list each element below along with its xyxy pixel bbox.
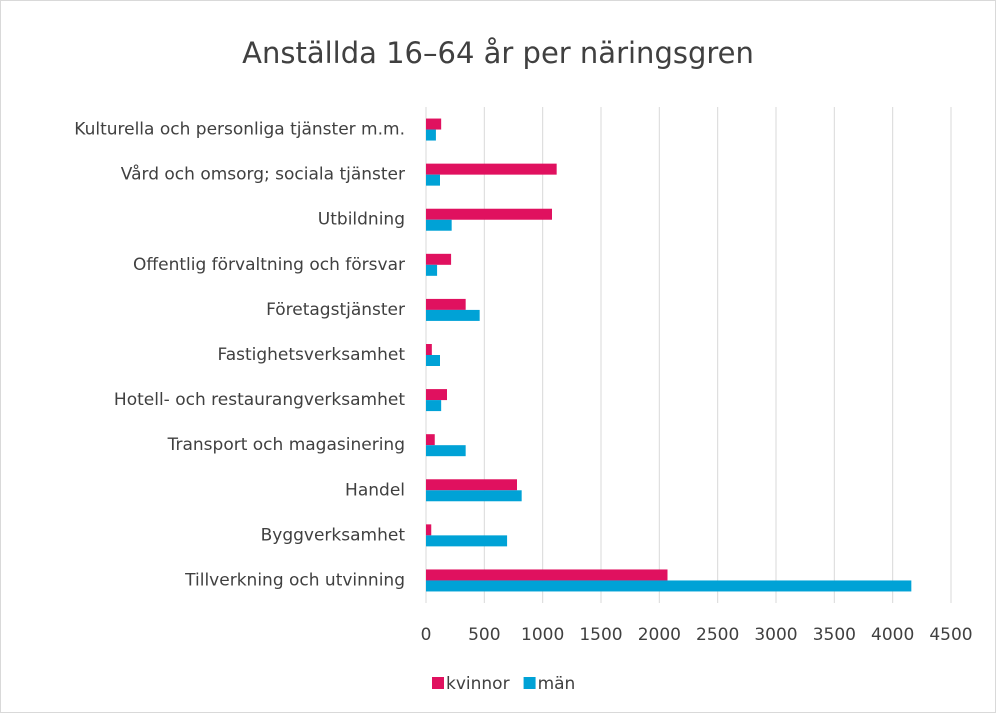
x-tick-label: 500 xyxy=(468,625,500,645)
x-tick-label: 2500 xyxy=(696,625,739,645)
bar xyxy=(426,479,517,491)
y-tick-label: Vård och omsorg; sociala tjänster xyxy=(121,164,405,185)
bar xyxy=(426,129,436,141)
x-tick-label: 1500 xyxy=(579,625,622,645)
y-tick-label: Företagstjänster xyxy=(266,300,405,320)
bar xyxy=(426,298,466,310)
y-tick-label: Fastighetsverksamhet xyxy=(217,345,405,365)
bar xyxy=(426,174,440,186)
bar xyxy=(426,445,466,457)
y-tick-label: Offentlig förvaltning och försvar xyxy=(133,255,405,275)
y-tick-label: Tillverkning och utvinning xyxy=(184,570,405,590)
x-tick-label: 4000 xyxy=(871,625,914,645)
bar xyxy=(426,400,442,412)
y-tick-label: Byggverksamhet xyxy=(261,525,406,545)
x-tick-label: 3000 xyxy=(754,625,797,645)
y-tick-label: Utbildning xyxy=(318,210,405,230)
y-tick-label: Hotell- och restaurangverksamhet xyxy=(114,390,405,410)
legend-label: kvinnor xyxy=(446,674,510,694)
bar xyxy=(426,569,668,581)
bar xyxy=(426,389,447,401)
bar xyxy=(426,253,452,265)
bar xyxy=(426,208,552,220)
y-tick-label: Transport och magasinering xyxy=(167,435,405,455)
bar xyxy=(426,434,435,446)
legend-label: män xyxy=(538,674,576,694)
bar xyxy=(426,535,508,547)
bar xyxy=(426,309,480,321)
bar xyxy=(426,490,522,502)
bar xyxy=(426,264,438,276)
bar xyxy=(426,524,432,536)
x-tick-label: 2000 xyxy=(638,625,681,645)
y-tick-label: Kulturella och personliga tjänster m.m. xyxy=(74,120,405,140)
x-tick-label: 3500 xyxy=(813,625,856,645)
legend-swatch xyxy=(523,677,536,689)
y-tick-label: Handel xyxy=(345,480,405,500)
bar xyxy=(426,580,912,592)
bar xyxy=(426,344,432,355)
bar xyxy=(426,219,452,231)
x-tick-label: 1000 xyxy=(521,625,564,645)
chart-title: Anställda 16–64 år per näringsgren xyxy=(242,36,754,70)
bar xyxy=(426,355,440,366)
bar xyxy=(426,118,442,130)
x-tick-label: 4500 xyxy=(929,625,972,645)
legend-swatch xyxy=(432,677,444,689)
x-tick-label: 0 xyxy=(421,625,432,645)
bar xyxy=(426,163,557,175)
